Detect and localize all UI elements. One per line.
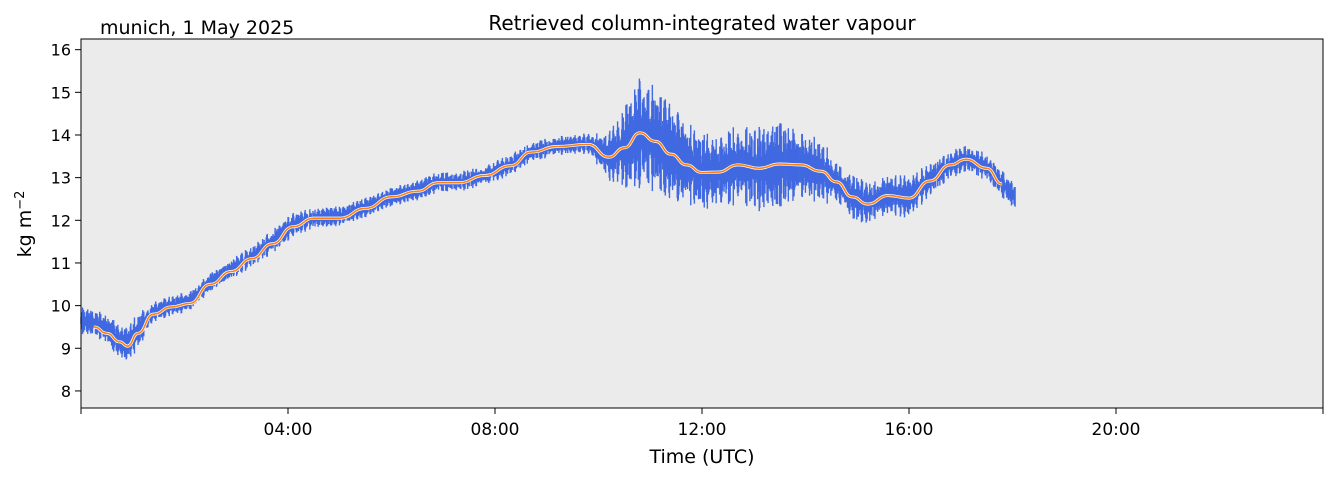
y-axis-label: kg m−2: [13, 191, 37, 258]
y-tick-label: 10: [51, 297, 71, 316]
plot-background: [81, 39, 1323, 408]
y-axis: 8 9 10 11 12 13 14 15 16: [51, 41, 81, 401]
y-tick-label: 14: [51, 126, 71, 145]
x-axis-label: Time (UTC): [648, 446, 754, 468]
x-tick-label: 16:00: [885, 420, 934, 440]
y-axis-label-main: kg m: [14, 210, 36, 258]
y-tick-label: 13: [51, 169, 71, 188]
series-layer: [80, 78, 1016, 360]
y-axis-label-exponent: −2: [13, 191, 28, 210]
y-tick-label: 12: [51, 211, 71, 230]
x-tick-label: 04:00: [264, 420, 313, 440]
chart-title: Retrieved column-integrated water vapour: [488, 11, 916, 35]
y-tick-label: 11: [51, 254, 71, 273]
y-tick-label: 16: [51, 41, 71, 60]
x-tick-label: 12:00: [678, 420, 727, 440]
y-tick-label: 9: [61, 339, 71, 358]
smoothed-line: [93, 132, 1003, 347]
chart-subtitle: munich, 1 May 2025: [100, 17, 294, 39]
y-tick-label: 15: [51, 83, 71, 102]
y-tick-label: 8: [61, 382, 71, 401]
x-tick-label: 20:00: [1092, 420, 1141, 440]
x-axis: 04:00 08:00 12:00 16:00 20:00: [80, 408, 1324, 440]
x-tick-label: 08:00: [471, 420, 520, 440]
